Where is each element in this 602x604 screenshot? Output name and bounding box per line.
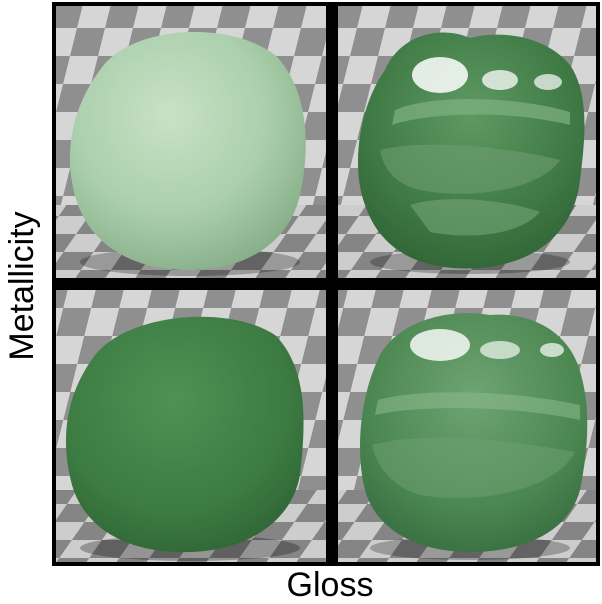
y-axis-label: Metallicity xyxy=(3,211,41,361)
cell-top-right xyxy=(338,6,596,278)
blob-matte-light xyxy=(69,32,306,271)
cell-bottom-right xyxy=(338,290,596,562)
cell-top-left xyxy=(56,6,326,278)
x-axis-label: Gloss xyxy=(286,566,374,604)
cell-bottom-left xyxy=(56,290,326,562)
blob-matte-dark xyxy=(65,316,304,553)
